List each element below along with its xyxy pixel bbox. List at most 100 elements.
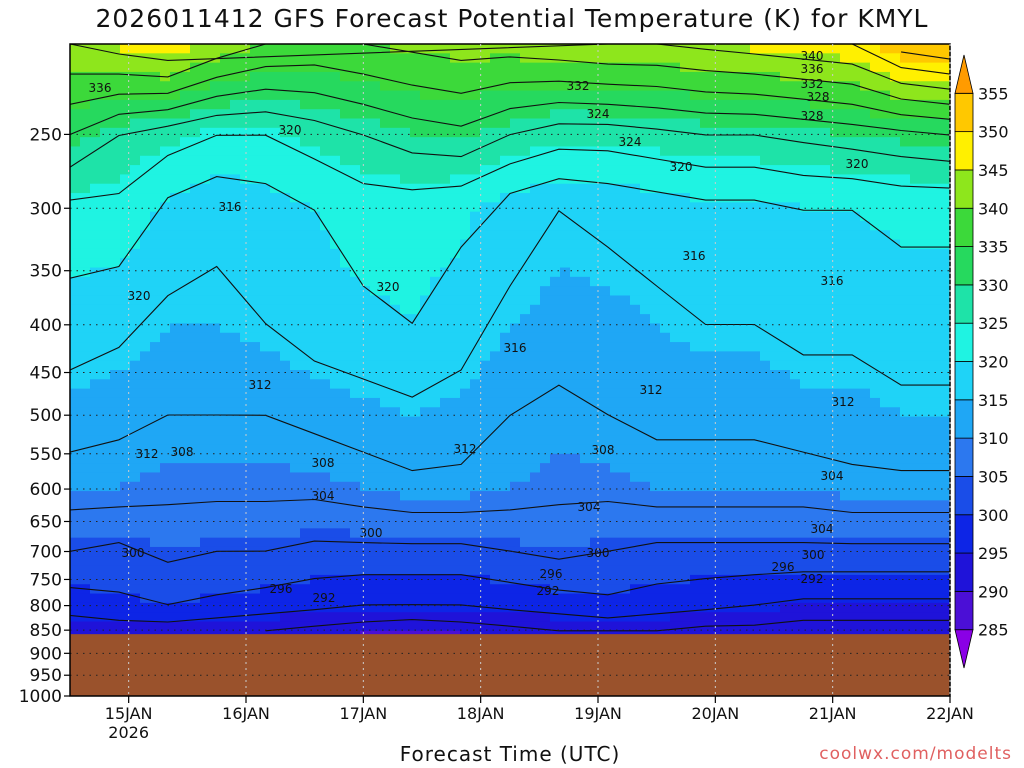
field-cell bbox=[440, 537, 451, 548]
field-cell bbox=[670, 481, 681, 492]
field-cell bbox=[220, 565, 231, 576]
field-cell bbox=[490, 332, 501, 343]
field-cell bbox=[370, 463, 381, 474]
field-cell bbox=[100, 379, 111, 390]
field-cell bbox=[180, 304, 191, 315]
field-cell bbox=[460, 500, 471, 511]
field-cell bbox=[600, 574, 611, 585]
field-cell bbox=[410, 286, 421, 297]
field-cell bbox=[360, 239, 371, 250]
field-cell bbox=[100, 416, 111, 427]
field-cell bbox=[100, 230, 111, 241]
field-cell bbox=[560, 612, 571, 623]
field-cell bbox=[780, 137, 791, 148]
field-cell bbox=[120, 342, 131, 352]
field-cell bbox=[680, 295, 691, 306]
field-cell bbox=[400, 81, 411, 92]
field-cell bbox=[570, 90, 581, 101]
field-cell bbox=[440, 565, 451, 576]
field-cell bbox=[560, 453, 571, 464]
field-cell bbox=[480, 267, 491, 278]
field-cell bbox=[370, 146, 381, 157]
field-cell bbox=[530, 509, 541, 520]
field-cell bbox=[480, 71, 491, 82]
field-cell bbox=[240, 155, 251, 166]
field-cell bbox=[610, 62, 621, 73]
field-cell bbox=[270, 202, 281, 213]
field-cell bbox=[480, 556, 491, 567]
field-cell bbox=[660, 62, 671, 73]
field-cell bbox=[160, 286, 171, 297]
field-cell bbox=[270, 258, 281, 269]
field-cell bbox=[580, 258, 591, 269]
field-cell bbox=[220, 183, 231, 194]
field-cell bbox=[680, 276, 691, 287]
field-cell bbox=[260, 286, 271, 297]
field-cell bbox=[530, 248, 541, 259]
field-cell bbox=[400, 435, 411, 446]
field-cell bbox=[610, 370, 621, 380]
field-cell bbox=[730, 509, 741, 520]
field-cell bbox=[70, 44, 81, 54]
field-cell bbox=[80, 379, 91, 390]
field-cell bbox=[660, 332, 671, 343]
field-cell bbox=[350, 453, 361, 464]
field-cell bbox=[640, 165, 651, 175]
field-cell bbox=[400, 397, 411, 408]
field-cell bbox=[480, 519, 491, 529]
field-cell bbox=[290, 137, 301, 148]
field-cell bbox=[230, 407, 241, 418]
field-cell bbox=[360, 351, 371, 362]
field-cell bbox=[420, 453, 431, 464]
field-cell bbox=[600, 444, 611, 455]
field-cell bbox=[690, 137, 701, 148]
field-cell bbox=[630, 90, 641, 101]
field-cell bbox=[340, 109, 351, 120]
field-cell bbox=[590, 211, 601, 222]
field-cell bbox=[550, 342, 561, 352]
field-cell bbox=[370, 62, 381, 73]
field-cell bbox=[750, 519, 761, 529]
field-cell bbox=[490, 230, 501, 241]
field-cell bbox=[420, 53, 431, 64]
field-cell bbox=[160, 304, 171, 315]
field-cell bbox=[520, 332, 531, 343]
field-cell bbox=[570, 537, 581, 548]
field-cell bbox=[200, 342, 211, 352]
field-cell bbox=[330, 342, 341, 352]
field-cell bbox=[90, 230, 101, 241]
field-cell bbox=[130, 211, 141, 222]
field-cell bbox=[490, 500, 501, 511]
field-cell bbox=[750, 379, 761, 390]
field-cell bbox=[390, 137, 401, 148]
field-cell bbox=[240, 444, 251, 455]
field-cell bbox=[510, 528, 521, 539]
field-cell bbox=[250, 230, 261, 241]
field-cell bbox=[690, 99, 701, 110]
field-cell bbox=[300, 183, 311, 194]
field-cell bbox=[760, 230, 771, 241]
field-cell bbox=[270, 500, 281, 511]
field-cell bbox=[400, 574, 411, 585]
field-cell bbox=[120, 416, 131, 427]
field-cell bbox=[250, 239, 261, 250]
field-cell bbox=[410, 565, 421, 576]
field-cell bbox=[350, 109, 361, 120]
field-cell bbox=[780, 220, 791, 231]
field-cell bbox=[400, 165, 411, 175]
field-cell bbox=[280, 193, 291, 203]
field-cell bbox=[240, 220, 251, 231]
field-cell bbox=[680, 286, 691, 297]
field-cell bbox=[400, 323, 411, 334]
field-cell bbox=[720, 388, 731, 399]
field-cell bbox=[610, 183, 621, 194]
field-cell bbox=[680, 528, 691, 539]
field-cell bbox=[70, 323, 81, 334]
field-cell bbox=[190, 193, 201, 203]
field-cell bbox=[140, 44, 151, 54]
field-cell bbox=[140, 155, 151, 166]
field-cell bbox=[430, 435, 441, 446]
field-cell bbox=[680, 584, 691, 595]
field-cell bbox=[580, 323, 591, 334]
field-cell bbox=[260, 118, 271, 129]
